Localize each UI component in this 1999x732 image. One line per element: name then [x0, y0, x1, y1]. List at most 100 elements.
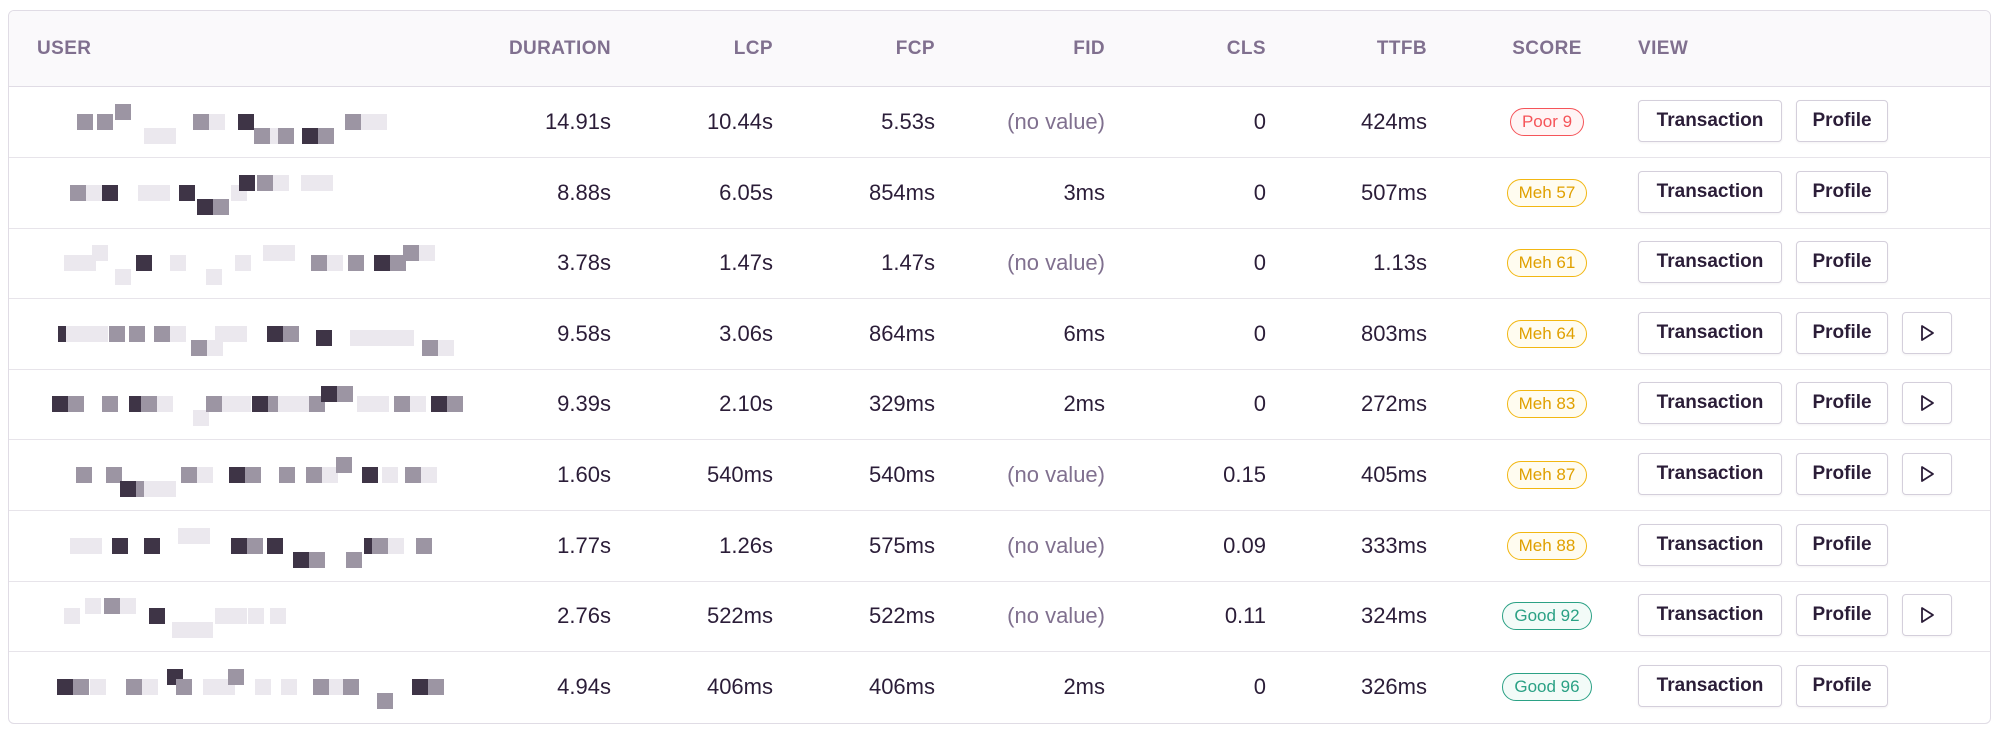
pixelated-avatar-icon	[115, 269, 131, 286]
replay-button[interactable]	[1902, 594, 1952, 637]
pixelated-avatar-icon	[329, 678, 345, 695]
transaction-button[interactable]: Transaction	[1638, 241, 1782, 284]
table-row[interactable]: 14.91s 10.44s 5.53s (no value) 0 424ms Poor 9 T…	[9, 87, 1990, 158]
table-row[interactable]: 1.60s 540ms 540ms (no value) 0.15 405ms Meh 87…	[9, 440, 1990, 511]
column-header-lcp[interactable]: LCP	[733, 38, 773, 59]
table-row[interactable]: 8.88s 6.05s 854ms 3ms 0 507ms Meh 57 Transactio…	[9, 158, 1990, 229]
user-avatar-redacted[interactable]	[41, 511, 471, 581]
pixelated-avatar-icon	[357, 396, 373, 413]
profile-button[interactable]: Profile	[1796, 453, 1888, 495]
pixelated-avatar-icon	[255, 678, 271, 695]
table-row[interactable]: 2.76s 522ms 522ms (no value) 0.11 324ms Good 9…	[9, 581, 1990, 653]
pixelated-avatar-icon	[77, 114, 93, 130]
pixelated-avatar-icon	[149, 608, 165, 625]
user-avatar-redacted[interactable]	[41, 652, 471, 722]
user-avatar-redacted[interactable]	[41, 581, 471, 651]
cls-cell: 0	[1253, 320, 1266, 346]
pixelated-avatar-icon	[273, 174, 289, 191]
duration-cell: 4.94s	[557, 673, 611, 699]
pixelated-avatar-icon	[102, 396, 118, 413]
profile-button[interactable]: Profile	[1796, 594, 1888, 637]
transaction-button[interactable]: Transaction	[1638, 100, 1782, 142]
pixelated-avatar-icon	[309, 551, 325, 568]
score-cell: Meh 57	[1487, 158, 1607, 228]
pixelated-avatar-icon	[229, 467, 245, 483]
cls-cell: 0	[1253, 673, 1266, 699]
score-cell: Meh 88	[1487, 511, 1607, 581]
pixelated-avatar-icon	[73, 678, 89, 695]
user-avatar-redacted[interactable]	[41, 228, 471, 298]
pixelated-avatar-icon	[191, 339, 207, 356]
column-header-fid[interactable]: FID	[1073, 38, 1105, 59]
pixelated-avatar-icon	[228, 668, 244, 685]
pixelated-avatar-icon	[64, 608, 80, 625]
pixelated-avatar-icon	[92, 325, 108, 342]
ttfb-cell: 507ms	[1360, 179, 1427, 205]
pixelated-avatar-icon	[293, 551, 309, 568]
pixelated-avatar-icon	[215, 608, 231, 625]
transaction-button[interactable]: Transaction	[1638, 311, 1782, 354]
table-row[interactable]: 1.77s 1.26s 575ms (no value) 0.09 333ms Meh 88…	[9, 511, 1990, 582]
replay-button[interactable]	[1902, 311, 1952, 354]
table-row[interactable]: 4.94s 406ms 406ms 2ms 0 326ms Good 96 Transacti…	[9, 652, 1990, 722]
pixelated-avatar-icon	[141, 396, 157, 413]
column-header-fcp[interactable]: FCP	[895, 38, 935, 59]
pixelated-avatar-icon	[267, 325, 283, 342]
user-avatar-redacted[interactable]	[41, 440, 471, 510]
column-header-ttfb[interactable]: TTFB	[1376, 38, 1427, 59]
lcp-cell: 522ms	[706, 603, 773, 629]
transaction-button[interactable]: Transaction	[1638, 523, 1782, 566]
pixelated-avatar-icon	[348, 255, 364, 272]
pixelated-avatar-icon	[362, 467, 378, 483]
column-header-user[interactable]: USER	[37, 38, 92, 59]
profile-button[interactable]: Profile	[1796, 311, 1888, 354]
fcp-cell: 329ms	[868, 391, 935, 417]
score-cell: Meh 87	[1487, 440, 1607, 510]
pixelated-avatar-icon	[193, 114, 209, 130]
user-avatar-redacted[interactable]	[41, 299, 471, 369]
fcp-cell: 1.47s	[881, 250, 935, 276]
transaction-button[interactable]: Transaction	[1638, 170, 1782, 213]
lcp-cell: 6.05s	[719, 179, 773, 205]
pixelated-avatar-icon	[170, 325, 186, 342]
pixelated-avatar-icon	[317, 174, 333, 191]
column-header-score[interactable]: SCORE	[1512, 38, 1582, 59]
cls-cell: 0.11	[1224, 603, 1266, 629]
replay-button[interactable]	[1902, 382, 1952, 425]
pixelated-avatar-icon	[279, 467, 295, 483]
pixelated-avatar-icon	[179, 184, 195, 201]
pixelated-avatar-icon	[144, 481, 160, 497]
profile-button[interactable]: Profile	[1796, 241, 1888, 284]
pixelated-avatar-icon	[120, 598, 136, 615]
user-avatar-redacted[interactable]	[41, 158, 471, 228]
table-row[interactable]: 9.39s 2.10s 329ms 2ms 0 272ms Meh 83 Transactio…	[9, 369, 1990, 441]
user-avatar-redacted[interactable]	[41, 87, 471, 157]
score-cell: Good 96	[1487, 652, 1607, 722]
profile-button[interactable]: Profile	[1796, 664, 1888, 707]
profile-button[interactable]: Profile	[1796, 523, 1888, 566]
table-row[interactable]: 3.78s 1.47s 1.47s (no value) 0 1.13s Meh 61 Tra…	[9, 228, 1990, 300]
pixelated-avatar-icon	[398, 329, 414, 346]
transaction-button[interactable]: Transaction	[1638, 382, 1782, 425]
profile-button[interactable]: Profile	[1796, 382, 1888, 425]
transaction-button[interactable]: Transaction	[1638, 594, 1782, 637]
play-icon	[1921, 466, 1934, 482]
pixelated-avatar-icon	[206, 396, 222, 413]
table-row[interactable]: 9.58s 3.06s 864ms 6ms 0 803ms Meh 64 Transactio…	[9, 299, 1990, 370]
fcp-cell: 854ms	[868, 179, 935, 205]
pixelated-avatar-icon	[102, 184, 118, 201]
transaction-button[interactable]: Transaction	[1638, 664, 1782, 707]
cls-cell: 0	[1253, 179, 1266, 205]
user-avatar-redacted[interactable]	[41, 369, 471, 439]
profile-button[interactable]: Profile	[1796, 170, 1888, 213]
score-badge: Meh 83	[1506, 390, 1588, 419]
transaction-button[interactable]: Transaction	[1638, 453, 1782, 495]
column-header-duration[interactable]: DURATION	[508, 38, 611, 59]
duration-cell: 1.77s	[557, 532, 611, 558]
pixelated-avatar-icon	[278, 396, 294, 413]
pixelated-avatar-icon	[394, 396, 410, 413]
profile-button[interactable]: Profile	[1796, 100, 1888, 142]
pixelated-avatar-icon	[209, 114, 225, 130]
column-header-cls[interactable]: CLS	[1226, 38, 1266, 59]
replay-button[interactable]	[1902, 453, 1952, 495]
